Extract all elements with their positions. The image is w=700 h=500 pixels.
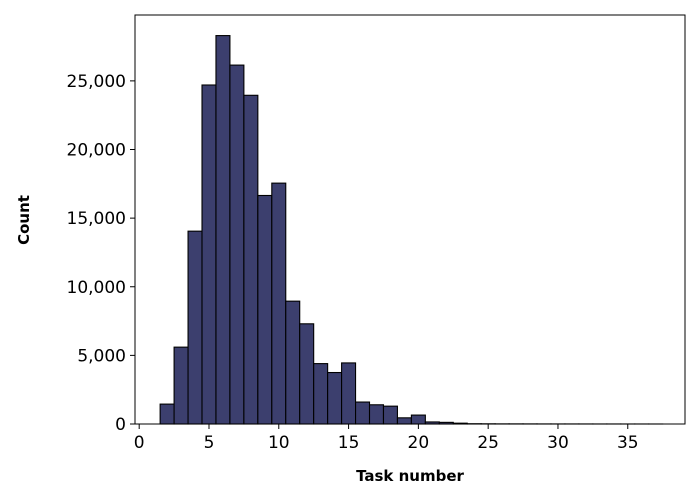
histogram-bar-4 xyxy=(215,35,231,425)
x-tick-label-1: 5 xyxy=(204,433,215,453)
y-tick-label-4: 20,000 xyxy=(67,141,126,161)
histogram-bar-10 xyxy=(299,323,315,425)
histogram-bar-6 xyxy=(243,94,259,425)
histogram-bar-16 xyxy=(382,405,398,425)
x-tick-label-4: 20 xyxy=(408,433,430,453)
histogram-bar-7 xyxy=(257,194,273,425)
histogram-bar-13 xyxy=(341,362,357,425)
histogram-bar-11 xyxy=(313,363,329,425)
histogram-bar-5 xyxy=(229,64,245,425)
x-axis-ticks: 0 5 10 15 20 25 30 35 xyxy=(134,424,639,453)
histogram-bar-12 xyxy=(327,371,343,425)
x-axis-title: Task number xyxy=(356,467,464,485)
histogram-bar-14 xyxy=(355,401,371,425)
y-axis-ticks: 0 5,000 10,000 15,000 20,000 25,000 xyxy=(67,72,135,435)
x-tick-label-6: 30 xyxy=(547,433,569,453)
y-tick-label-2: 10,000 xyxy=(67,278,126,298)
y-tick-label-0: 0 xyxy=(115,415,126,435)
x-tick-label-7: 35 xyxy=(617,433,639,453)
plot-frame xyxy=(134,14,686,425)
histogram-bar-8 xyxy=(271,182,287,425)
x-tick-label-5: 25 xyxy=(477,433,499,453)
histogram-bar-9 xyxy=(285,300,301,425)
x-tick-label-2: 10 xyxy=(268,433,290,453)
y-tick-label-5: 25,000 xyxy=(67,72,126,92)
histogram-bar-17 xyxy=(396,417,412,425)
histogram-bar-3 xyxy=(201,84,217,425)
histogram-bar-1 xyxy=(173,346,189,425)
histogram-bar-2 xyxy=(187,230,203,425)
histogram-bar-0 xyxy=(159,403,175,425)
histogram-bars xyxy=(159,35,664,425)
y-axis-title: Count xyxy=(15,195,33,245)
y-tick-label-1: 5,000 xyxy=(77,346,126,366)
histogram-bar-18 xyxy=(410,414,426,425)
x-tick-label-0: 0 xyxy=(134,433,145,453)
y-tick-label-3: 15,000 xyxy=(67,209,126,229)
histogram-bar-15 xyxy=(368,404,385,425)
x-tick-label-3: 15 xyxy=(338,433,360,453)
